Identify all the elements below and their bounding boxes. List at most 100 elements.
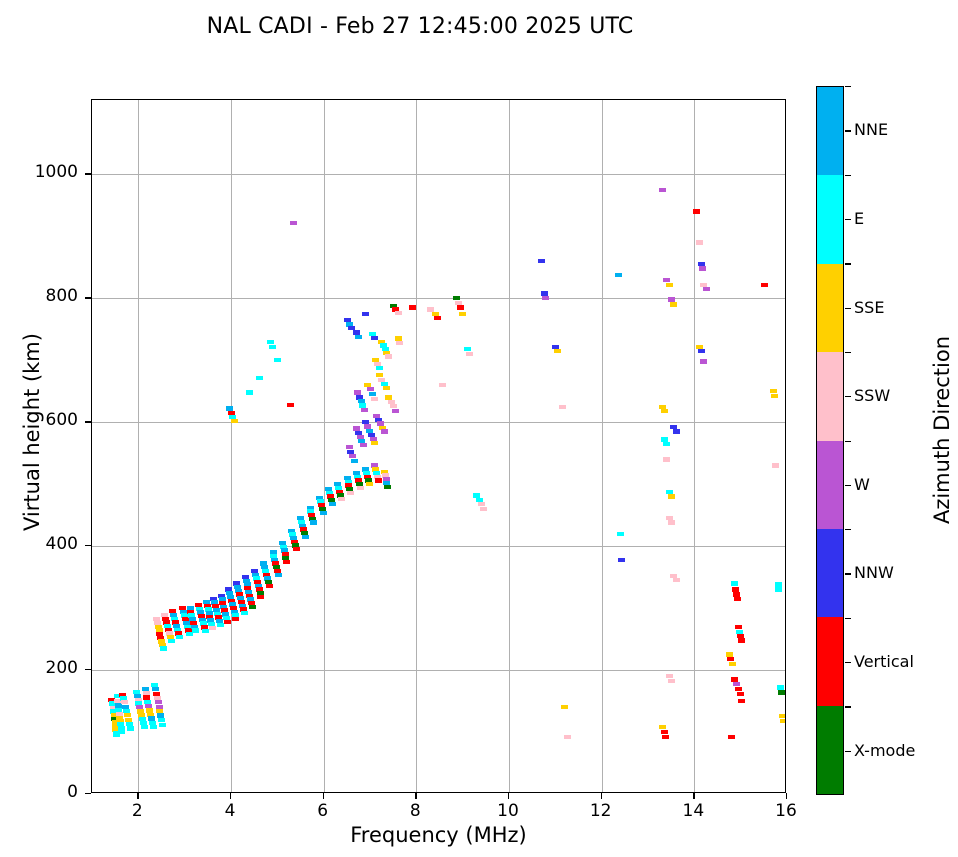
- echo-mark: [319, 510, 327, 515]
- echo-mark: [731, 587, 739, 592]
- echo-mark: [157, 635, 165, 641]
- gridline-horizontal: [92, 670, 785, 672]
- echo-mark: [165, 631, 173, 636]
- colorbar-band-e[interactable]: [817, 175, 843, 264]
- colorbar-band-w[interactable]: [817, 440, 843, 529]
- echo-mark: [663, 277, 671, 282]
- echo-mark: [256, 591, 264, 596]
- echo-mark: [725, 652, 733, 657]
- echo-mark: [377, 339, 385, 344]
- echo-mark: [380, 469, 388, 474]
- echo-mark: [216, 622, 224, 628]
- colorbar-boundary-tick: [845, 351, 851, 354]
- echo-mark: [325, 487, 333, 492]
- colorbar-label-w: W: [854, 474, 870, 494]
- colorbar-label-nne: NNE: [854, 120, 889, 140]
- echo-mark: [159, 643, 167, 648]
- echo-mark: [369, 332, 377, 337]
- echo-mark: [301, 534, 309, 540]
- echo-mark: [245, 589, 253, 595]
- echo-mark: [181, 613, 188, 618]
- echo-mark: [563, 734, 571, 740]
- echo-mark: [124, 717, 132, 722]
- echo-mark: [121, 700, 129, 705]
- echo-mark: [114, 703, 122, 708]
- echo-mark: [109, 701, 117, 706]
- echo-mark: [370, 335, 378, 341]
- colorbar-band-nne[interactable]: [817, 87, 843, 176]
- echo-mark: [222, 612, 230, 617]
- echo-mark: [148, 716, 156, 721]
- echo-mark: [200, 625, 208, 630]
- echo-mark: [213, 611, 221, 616]
- echo-mark: [116, 718, 124, 724]
- echo-mark: [234, 584, 242, 590]
- echo-mark: [246, 593, 254, 598]
- echo-mark: [287, 402, 295, 408]
- echo-mark: [166, 635, 174, 640]
- echo-mark: [112, 727, 120, 732]
- echo-mark: [156, 708, 164, 714]
- echo-mark: [672, 429, 680, 434]
- echo-mark: [310, 520, 318, 525]
- colorbar[interactable]: [816, 86, 844, 795]
- echo-mark: [732, 592, 740, 597]
- echo-mark: [365, 428, 373, 434]
- echo-mark: [242, 578, 250, 584]
- echo-mark: [335, 485, 343, 491]
- colorbar-band-sse[interactable]: [817, 263, 843, 353]
- colorbar-band-vertical[interactable]: [817, 617, 843, 706]
- echo-mark: [552, 344, 560, 349]
- echo-mark: [267, 339, 275, 344]
- echo-mark: [237, 599, 245, 605]
- echo-mark: [289, 535, 297, 541]
- x-axis-tick: [508, 793, 510, 799]
- colorbar-band-nnw[interactable]: [817, 528, 843, 618]
- echo-mark: [183, 624, 191, 629]
- echo-mark: [362, 311, 370, 316]
- echo-mark: [262, 568, 270, 574]
- gridline-vertical: [138, 100, 140, 792]
- echo-mark: [255, 375, 263, 380]
- echo-mark: [248, 601, 256, 606]
- echo-mark: [111, 716, 119, 722]
- echo-mark: [226, 406, 234, 411]
- echo-mark: [354, 430, 362, 435]
- x-axis-tick-label: 10: [497, 801, 519, 821]
- echo-mark: [735, 686, 743, 691]
- echo-mark: [380, 429, 388, 434]
- echo-mark: [334, 482, 342, 487]
- echo-mark: [663, 441, 671, 447]
- echo-mark: [224, 619, 232, 624]
- echo-mark: [275, 572, 283, 577]
- echo-mark: [136, 709, 144, 714]
- echo-mark: [730, 581, 738, 586]
- echo-mark: [290, 539, 298, 544]
- echo-mark: [243, 582, 251, 587]
- colorbar-band-ssw[interactable]: [817, 352, 843, 441]
- echo-mark: [147, 712, 155, 717]
- echo-mark: [540, 291, 548, 296]
- echo-mark: [728, 734, 736, 740]
- echo-mark: [174, 627, 182, 632]
- echo-mark: [373, 470, 381, 476]
- gridline-vertical: [323, 100, 325, 792]
- echo-mark: [189, 617, 197, 622]
- echo-mark: [772, 463, 780, 468]
- echo-mark: [119, 692, 127, 698]
- echo-mark: [378, 425, 386, 430]
- echo-mark: [246, 390, 254, 395]
- echo-mark: [665, 282, 673, 287]
- page-title: NAL CADI - Feb 27 12:45:00 2025 UTC: [206, 14, 634, 39]
- echo-mark: [283, 559, 291, 564]
- echo-mark: [261, 565, 269, 570]
- echo-mark: [658, 187, 666, 193]
- echo-mark: [142, 690, 150, 696]
- echo-mark: [273, 565, 281, 570]
- echo-mark: [111, 723, 119, 729]
- colorbar-band-x-mode[interactable]: [817, 705, 843, 794]
- echo-mark: [376, 365, 384, 370]
- echo-mark: [191, 624, 199, 629]
- echo-mark: [478, 501, 485, 507]
- echo-mark: [369, 391, 377, 396]
